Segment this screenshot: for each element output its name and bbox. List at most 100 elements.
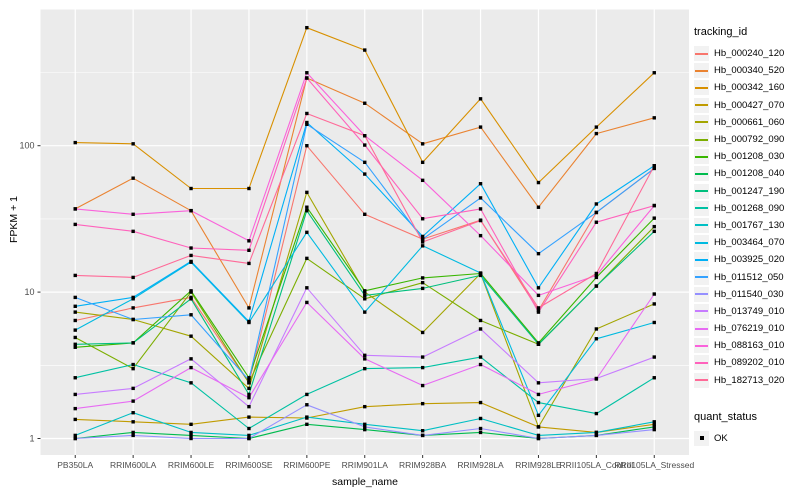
data-point	[420, 234, 425, 239]
data-point	[420, 244, 425, 248]
data-point	[131, 142, 135, 146]
legend-item: Hb_000427_070	[694, 97, 798, 114]
legend-key	[694, 338, 709, 354]
legend-item-label: Hb_001208_030	[714, 151, 785, 163]
data-point	[652, 425, 656, 429]
data-point	[363, 134, 367, 138]
legend-key	[694, 132, 709, 148]
data-point	[247, 415, 251, 419]
legend-item: Hb_013749_010	[694, 303, 798, 320]
legend-item: Hb_011512_050	[694, 268, 798, 285]
data-point	[73, 433, 77, 438]
data-point	[420, 286, 425, 291]
data-point	[594, 202, 599, 206]
legend-key	[694, 286, 709, 302]
data-point	[189, 289, 193, 293]
legend-item: Hb_000661_060	[694, 114, 798, 131]
data-point	[420, 160, 425, 165]
data-point	[652, 229, 656, 234]
line-swatch-icon	[695, 121, 708, 124]
y-tick-label: 100	[19, 141, 34, 151]
line-swatch-icon	[695, 69, 708, 72]
data-point	[420, 401, 425, 406]
legend-key	[694, 183, 709, 199]
data-point	[305, 403, 309, 407]
line-swatch-icon	[695, 155, 708, 158]
data-point	[73, 417, 77, 422]
legend-item: Hb_000240_120	[694, 45, 798, 62]
data-point	[594, 220, 599, 224]
data-point	[478, 182, 483, 186]
data-point	[363, 357, 367, 361]
line-swatch-icon	[695, 172, 708, 175]
legend-item-label: Hb_000342_160	[714, 82, 785, 94]
data-point	[652, 320, 656, 325]
data-point	[652, 376, 656, 380]
data-point	[536, 306, 541, 310]
legend-item-label: Hb_001247_190	[714, 185, 785, 197]
data-point	[131, 433, 135, 438]
legend-item-label: Hb_011540_030	[714, 288, 784, 300]
line-swatch-icon	[695, 310, 708, 313]
data-point	[652, 224, 656, 229]
data-point	[73, 222, 77, 227]
data-point	[131, 295, 135, 300]
x-tick-label: PB350LA	[57, 460, 93, 470]
data-point	[478, 233, 483, 238]
data-point	[594, 430, 599, 435]
data-point	[131, 386, 135, 391]
data-point	[536, 381, 541, 385]
data-point	[594, 131, 599, 136]
shape-legend: quant_status OK	[694, 411, 798, 447]
data-point	[536, 392, 541, 397]
data-point	[594, 377, 599, 381]
legend-item-label: Hb_000340_520	[714, 65, 785, 77]
y-tick-label: 10	[24, 287, 34, 297]
data-point	[73, 342, 77, 346]
x-tick-label: RRII105LA_Stressed	[614, 460, 694, 470]
legend-item: OK	[694, 430, 798, 447]
data-point	[247, 186, 251, 191]
data-point	[305, 76, 309, 80]
data-point	[594, 125, 599, 129]
legend-item-label: Hb_011512_050	[714, 271, 784, 283]
data-point	[305, 25, 309, 30]
data-point	[363, 289, 367, 293]
color-legend-title: tracking_id	[694, 26, 748, 38]
data-point	[131, 411, 135, 415]
data-point	[594, 284, 599, 288]
data-point	[73, 345, 77, 349]
legend-item: Hb_089202_010	[694, 354, 798, 371]
legend-key	[694, 303, 709, 319]
data-point	[536, 180, 541, 185]
data-point	[247, 426, 251, 431]
legend-key	[694, 200, 709, 216]
data-point	[420, 217, 425, 221]
data-point	[478, 196, 483, 200]
data-point	[594, 411, 599, 416]
data-point	[305, 120, 309, 125]
data-point	[305, 422, 309, 427]
data-point	[652, 164, 656, 168]
data-point	[73, 304, 77, 308]
legend-key	[694, 321, 709, 337]
legend-key	[694, 235, 709, 251]
data-point	[420, 365, 425, 370]
data-point	[420, 330, 425, 335]
data-point	[594, 337, 599, 341]
legend-key	[694, 252, 709, 268]
data-point	[594, 271, 599, 276]
shape-legend-title: quant_status	[694, 410, 757, 423]
legend-key	[694, 97, 709, 113]
data-point	[420, 383, 425, 388]
data-point	[247, 433, 251, 438]
data-point	[594, 433, 599, 438]
data-point	[420, 433, 425, 438]
data-point	[247, 378, 251, 382]
data-point	[478, 426, 483, 431]
data-point	[73, 406, 77, 411]
data-point	[652, 420, 656, 424]
data-point	[536, 308, 541, 313]
line-swatch-icon	[695, 276, 708, 279]
data-point	[363, 297, 367, 301]
